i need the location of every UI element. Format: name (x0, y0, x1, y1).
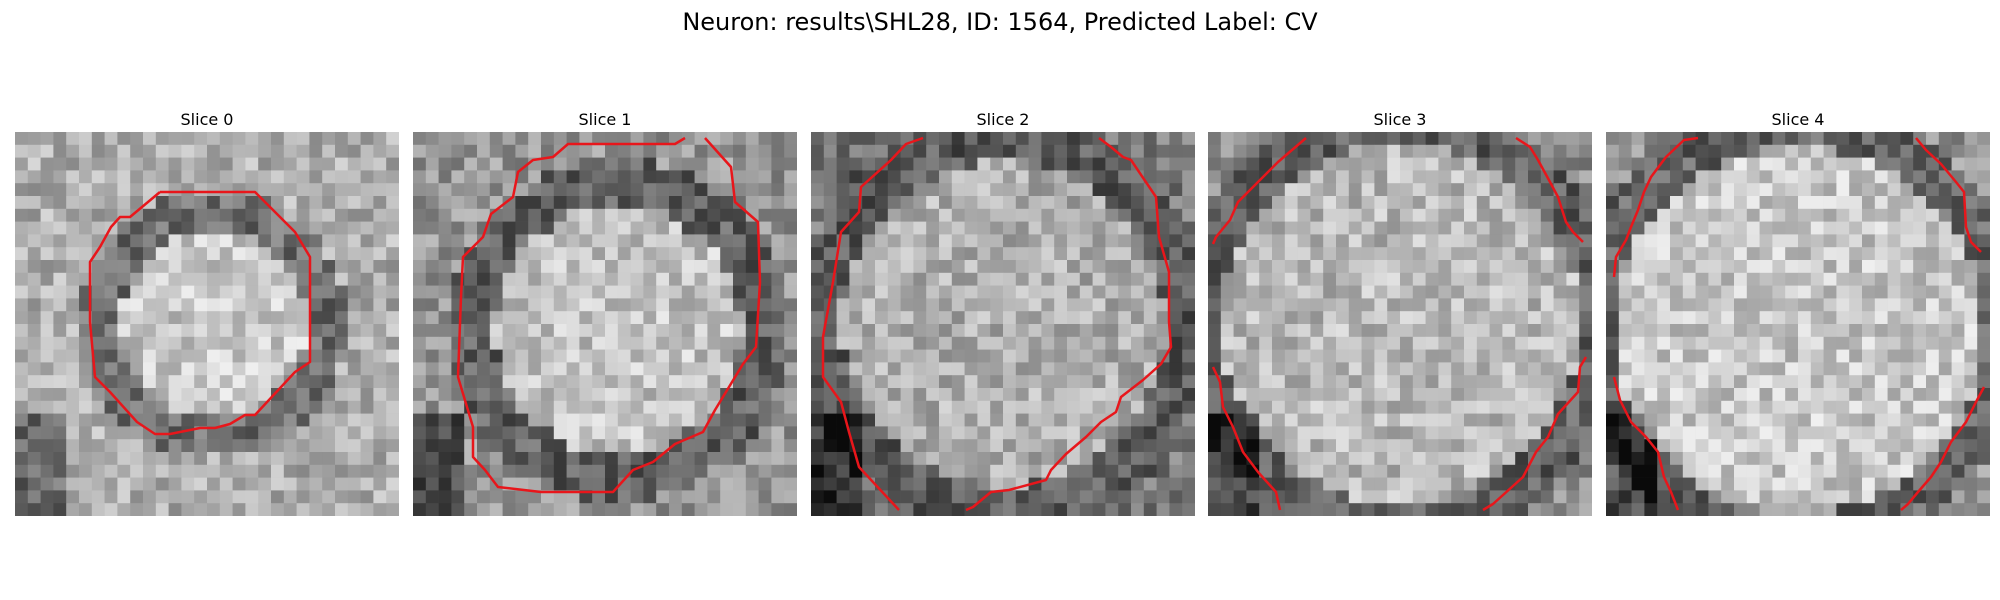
slice-contour-4c (1612, 376, 1680, 511)
slice-image-0 (15, 132, 399, 516)
slice-title-3: Slice 3 (1373, 110, 1427, 129)
slice-panel-2: Slice 2 (811, 110, 1195, 516)
slice-image-1 (413, 132, 797, 516)
slice-contour-1a (456, 136, 762, 494)
slice-title-2: Slice 2 (976, 110, 1030, 129)
slice-panel-1: Slice 1 (413, 110, 797, 516)
slice-title-0: Slice 0 (180, 110, 234, 129)
slice-image-4 (1606, 132, 1990, 516)
slice-panel-0: Slice 0 (15, 110, 399, 516)
slice-panel-3: Slice 3 (1208, 110, 1592, 516)
slice-contour-4b (1915, 137, 1982, 253)
slice-contour-4d (1900, 386, 1986, 511)
slice-contour-3a (1211, 137, 1307, 245)
slice-contour-3c (1211, 366, 1282, 511)
slice-contour-2a (821, 136, 924, 511)
slice-image-2 (811, 132, 1195, 516)
slice-contour-4a (1612, 136, 1699, 278)
slice-contour-0 (88, 190, 312, 436)
figure-title: Neuron: results\SHL28, ID: 1564, Predict… (682, 8, 1318, 36)
slice-image-3 (1208, 132, 1592, 516)
slice-contour-2b (965, 137, 1173, 512)
slice-title-4: Slice 4 (1771, 110, 1825, 129)
slice-panel-4: Slice 4 (1606, 110, 1990, 516)
slice-contour-3b (1515, 136, 1584, 243)
slice-title-1: Slice 1 (578, 110, 632, 129)
slice-contour-3d (1482, 356, 1588, 512)
